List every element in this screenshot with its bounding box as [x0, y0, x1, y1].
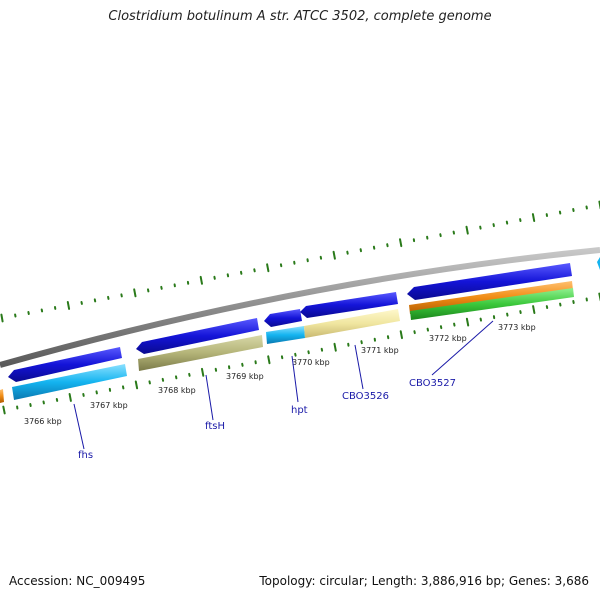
tick-mark: [133, 288, 137, 298]
kbp-scale-labels: 3766 kbp 3767 kbp 3768 kbp 3769 kbp 3770…: [24, 323, 536, 426]
tick-mark: [333, 342, 337, 352]
leader-line: [205, 374, 214, 421]
gene-label-ftsh[interactable]: ftsH: [205, 421, 225, 432]
tick-mark: [68, 393, 72, 402]
gene-label-cbo3527[interactable]: CBO3527: [409, 378, 456, 389]
kbp-label: 3773 kbp: [498, 323, 536, 332]
tick-mark: [266, 263, 270, 273]
inner-tick-ring: [2, 292, 600, 415]
gene-label-fhs[interactable]: fhs: [78, 450, 93, 461]
leader-line: [291, 355, 299, 403]
cds-arrow: [304, 309, 400, 338]
leader-line: [431, 320, 494, 376]
leader-line: [354, 344, 364, 390]
leader-line: [73, 403, 85, 450]
kbp-label: 3772 kbp: [429, 334, 467, 343]
cds-arrow: [0, 389, 4, 403]
cds-arrow: [597, 257, 600, 270]
kbp-label: 3771 kbp: [361, 346, 399, 355]
kbp-label: 3767 kbp: [90, 401, 128, 410]
tick-mark: [531, 213, 536, 222]
tick-mark: [465, 225, 469, 235]
cds-arrow: [300, 292, 398, 318]
tick-mark: [66, 301, 71, 310]
tick-mark: [399, 330, 403, 340]
cds-arrow: [266, 326, 305, 344]
tick-mark: [399, 238, 403, 248]
tick-mark: [465, 317, 470, 327]
kbp-label: 3768 kbp: [158, 386, 196, 395]
cds-arrow: [410, 288, 574, 320]
cds-arrow: [136, 318, 259, 354]
cds-arrow: [407, 263, 572, 300]
map-title: Clostridium botulinum A str. ATCC 3502, …: [108, 9, 492, 24]
gene-label-cbo3526[interactable]: CBO3526: [342, 391, 389, 402]
reverse-strand-features: [0, 281, 574, 403]
kbp-label: 3770 kbp: [292, 358, 330, 367]
kbp-label: 3769 kbp: [226, 372, 264, 381]
accession-text: Accession: NC_009495: [9, 574, 146, 588]
gene-label-hpt[interactable]: hpt: [291, 405, 308, 416]
tick-mark: [0, 313, 4, 323]
cds-arrow: [138, 335, 263, 371]
tick-mark: [199, 275, 203, 285]
gene-labels: fhs ftsH hpt CBO3526 CBO3527: [78, 378, 456, 461]
tick-mark: [201, 367, 205, 377]
cds-arrow: [8, 347, 122, 382]
cds-arrow: [12, 364, 127, 400]
tick-mark: [134, 380, 139, 390]
tick-mark: [532, 305, 536, 314]
tick-mark: [332, 250, 336, 260]
cds-arrow: [264, 309, 302, 327]
tick-mark: [2, 405, 6, 415]
forward-strand-features: [8, 257, 600, 382]
genome-backbone: [0, 247, 600, 368]
tick-mark: [267, 355, 271, 365]
gene-leader-lines: [73, 320, 494, 450]
genome-summary: Topology: circular; Length: 3,886,916 bp…: [259, 574, 589, 588]
kbp-label: 3766 kbp: [24, 417, 62, 426]
